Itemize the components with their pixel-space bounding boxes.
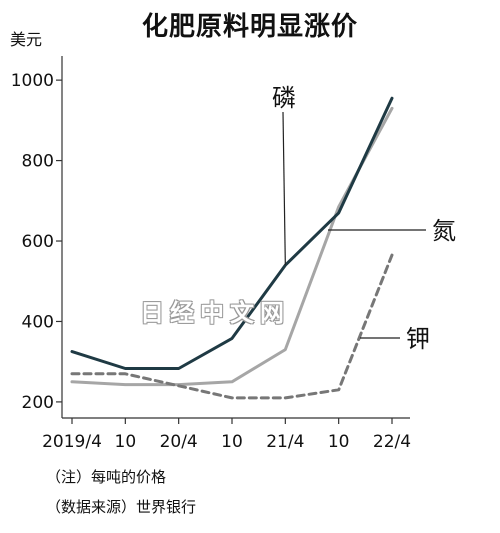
note-source: （数据来源）世界银行 xyxy=(46,498,197,516)
note-unit: （注）每吨的价格 xyxy=(46,468,167,486)
x-tick-label: 21/4 xyxy=(266,432,304,452)
y-tick-label: 400 xyxy=(22,312,54,332)
series-line-1 xyxy=(70,106,394,387)
series-line-0 xyxy=(70,96,394,370)
x-tick-label: 20/4 xyxy=(160,432,198,452)
series-label-2: 钾 xyxy=(406,325,430,353)
series-label-0: 磷 xyxy=(272,84,296,112)
watermark: 日经中文网 xyxy=(140,299,290,327)
chart-title: 化肥原料明显涨价 xyxy=(141,12,358,42)
y-tick-label: 1000 xyxy=(11,71,54,91)
series-line-2 xyxy=(70,253,394,400)
series-label-1: 氮 xyxy=(432,217,456,245)
x-tick-label: 22/4 xyxy=(373,432,411,452)
x-tick-label: 10 xyxy=(328,432,350,452)
y-tick-label: 600 xyxy=(22,232,54,252)
x-tick-label: 10 xyxy=(115,432,137,452)
series-leader-0 xyxy=(282,111,286,266)
y-axis-unit: 美元 xyxy=(10,30,43,49)
x-tick-label: 10 xyxy=(221,432,243,452)
y-tick-label: 800 xyxy=(22,152,54,172)
x-tick-label: 2019/4 xyxy=(42,432,102,452)
y-tick-label: 200 xyxy=(22,393,54,413)
